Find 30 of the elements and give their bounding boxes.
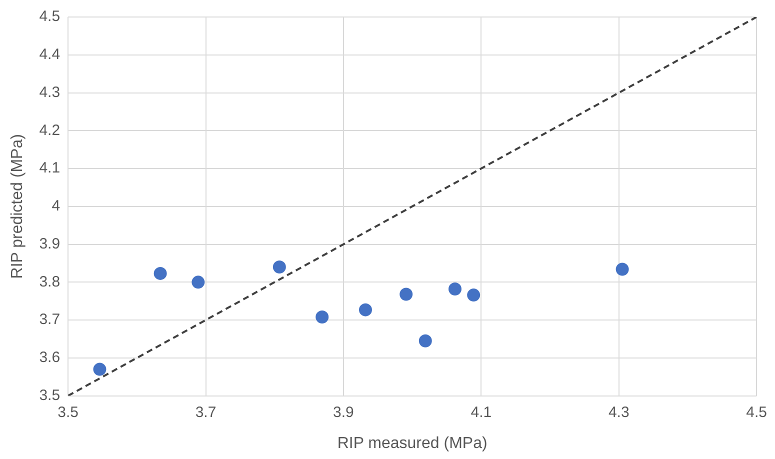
point (358, 303, 372, 316)
y-tick-label: 4.1 (39, 160, 60, 177)
point (93, 362, 106, 376)
point (272, 260, 286, 274)
point (192, 276, 205, 289)
x-tick-label: 3.5 (58, 404, 78, 421)
point (154, 266, 167, 280)
y-tick-label: 4.2 (39, 122, 60, 139)
y-tick-label: 4 (52, 198, 60, 215)
point (616, 262, 629, 276)
y-tick-label: 4.5 (39, 8, 60, 26)
x-tick-label: 3.7 (195, 404, 216, 421)
point (448, 282, 462, 296)
point (316, 310, 329, 324)
x-tick-label: 3.9 (333, 404, 354, 421)
point (418, 334, 432, 348)
x-tick-label: 4.1 (470, 404, 492, 421)
y-tick-label: 3.5 (39, 386, 60, 404)
point (400, 288, 413, 301)
point (467, 288, 480, 302)
y-axis-title: RIP predicted (MPa) (9, 134, 26, 279)
x-tick-label: 4.3 (608, 404, 630, 421)
y-tick-label: 3.9 (39, 235, 60, 252)
y-tick-label: 4.4 (39, 46, 60, 64)
y-tick-label: 3.7 (39, 311, 60, 328)
y-tick-label: 3.8 (39, 273, 60, 290)
x-tick-label: 4.5 (746, 404, 768, 421)
x-axis-title: RIP measured (MPa) (337, 434, 488, 452)
y-tick-label: 4.3 (39, 84, 60, 101)
y-tick-label: 3.6 (39, 349, 60, 366)
